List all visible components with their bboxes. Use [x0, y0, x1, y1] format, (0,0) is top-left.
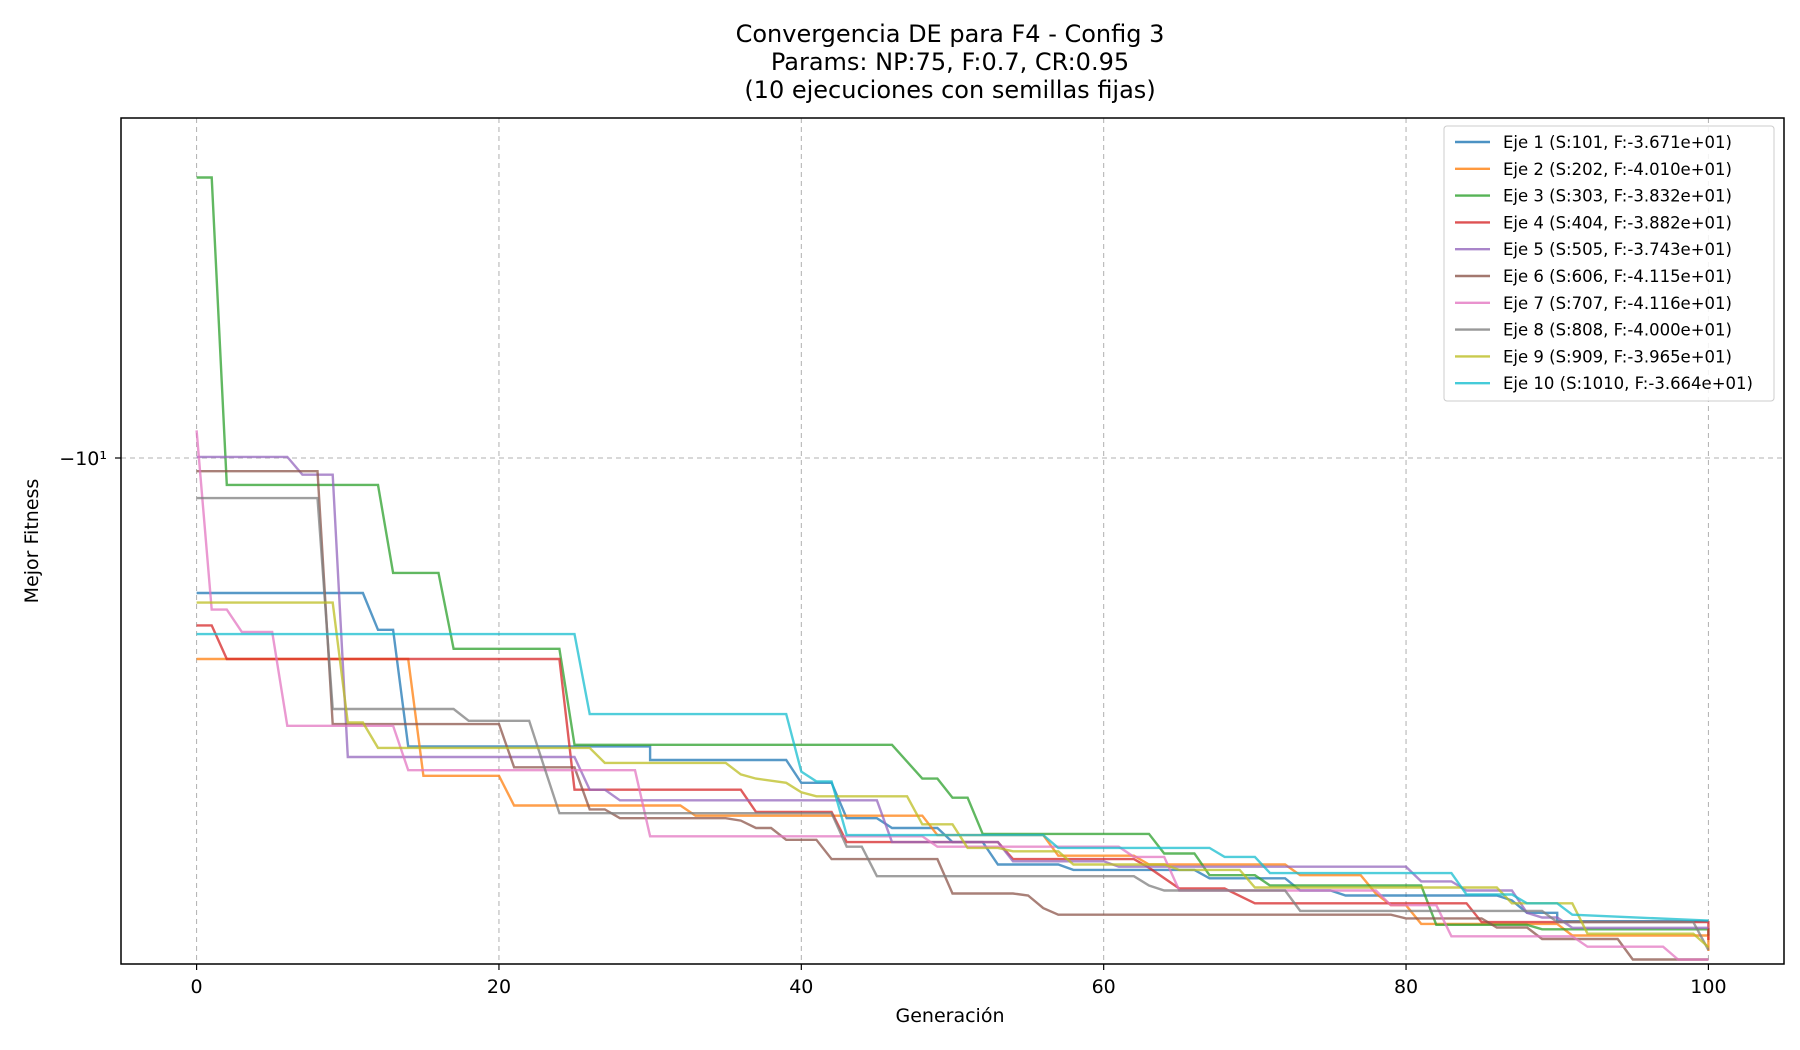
series-lines: [195, 176, 1710, 961]
x-tick-label: 0: [191, 976, 203, 998]
title-line-1: Convergencia DE para F4 - Config 3: [736, 20, 1165, 48]
legend-box: [1443, 125, 1775, 402]
series-line-7: [195, 430, 1709, 961]
legend-label-10: Eje 10 (S:1010, F:-3.664e+01): [1503, 374, 1753, 393]
x-tick-label: 80: [1394, 976, 1418, 998]
legend-label-3: Eje 3 (S:303, F:-3.832e+01): [1503, 187, 1732, 206]
legend-label-1: Eje 1 (S:101, F:-3.671e+01): [1503, 133, 1732, 152]
y-axis-ticks: −10¹: [59, 448, 121, 470]
series-line-6: [196, 470, 1709, 961]
chart-title: Convergencia DE para F4 - Config 3 Param…: [736, 20, 1165, 104]
title-line-2: Params: NP:75, F:0.7, CR:0.95: [771, 48, 1129, 76]
series-line-9: [196, 601, 1710, 948]
series-line-10: [196, 632, 1709, 922]
legend-label-4: Eje 4 (S:404, F:-3.882e+01): [1503, 213, 1732, 232]
series-line-5: [196, 455, 1709, 929]
legend-label-2: Eje 2 (S:202, F:-4.010e+01): [1503, 160, 1732, 179]
x-tick-label: 100: [1690, 976, 1726, 998]
x-axis-ticks: 0 20 40 60 80 100: [191, 964, 1727, 998]
legend: Eje 1 (S:101, F:-3.671e+01) Eje 2 (S:202,…: [1443, 125, 1775, 402]
legend-label-8: Eje 8 (S:808, F:-4.000e+01): [1503, 321, 1732, 340]
legend-label-6: Eje 6 (S:606, F:-4.115e+01): [1503, 267, 1732, 286]
x-tick-label: 40: [789, 976, 813, 998]
grid-lines: [121, 118, 1784, 964]
legend-label-5: Eje 5 (S:505, F:-3.743e+01): [1503, 240, 1732, 259]
plot-area-frame: [120, 117, 1785, 965]
series-line-2: [196, 657, 1710, 951]
legend-label-9: Eje 9 (S:909, F:-3.965e+01): [1503, 347, 1732, 366]
series-line-8: [196, 496, 1710, 951]
y-axis-label: Mejor Fitness: [21, 479, 43, 604]
x-tick-label: 60: [1092, 976, 1116, 998]
title-line-3: (10 ejecuciones con semillas fijas): [744, 76, 1155, 104]
x-axis-label: Generación: [896, 1005, 1005, 1027]
legend-label-7: Eje 7 (S:707, F:-4.116e+01): [1503, 294, 1732, 313]
x-tick-label: 20: [487, 976, 511, 998]
y-tick-label: −10¹: [59, 448, 107, 470]
